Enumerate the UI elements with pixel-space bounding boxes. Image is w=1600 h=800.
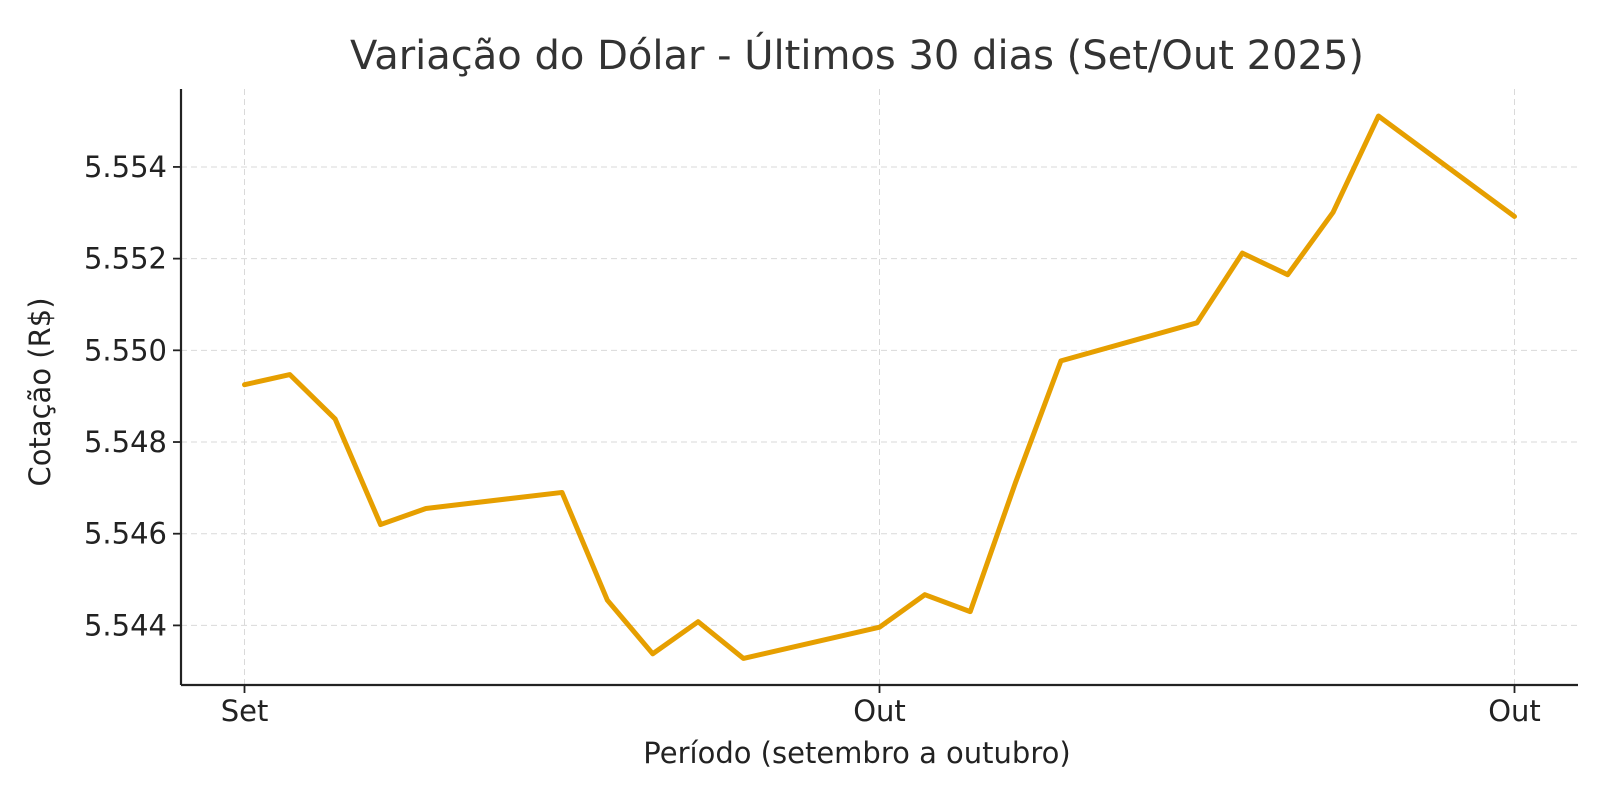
y-tick-label-0: 5.544 [84, 608, 167, 642]
y-tick-label-2: 5.548 [84, 425, 167, 459]
series-layer [242, 113, 1517, 661]
y-tick-label-5: 5.554 [84, 150, 167, 184]
grid-layer [181, 89, 1578, 685]
x-tick-label-0: Set [221, 694, 269, 728]
y-axis-label: Cotação (R$) [23, 297, 57, 486]
x-tick-label-1: Out [853, 694, 906, 728]
ticks-layer: Set Out Out 5.544 5.546 5.548 5.550 5.552 5.554 [84, 150, 1541, 728]
y-tick-label-1: 5.546 [84, 517, 167, 551]
series-line-0 [242, 113, 1517, 661]
y-tick-label-3: 5.550 [84, 333, 167, 367]
axes-layer [179, 89, 1578, 687]
x-tick-label-2: Out [1488, 694, 1541, 728]
y-tick-label-4: 5.552 [84, 242, 167, 276]
x-axis-label: Período (setembro a outubro) [643, 736, 1070, 770]
chart-title: Variação do Dólar - Últimos 30 dias (Set… [350, 31, 1364, 79]
